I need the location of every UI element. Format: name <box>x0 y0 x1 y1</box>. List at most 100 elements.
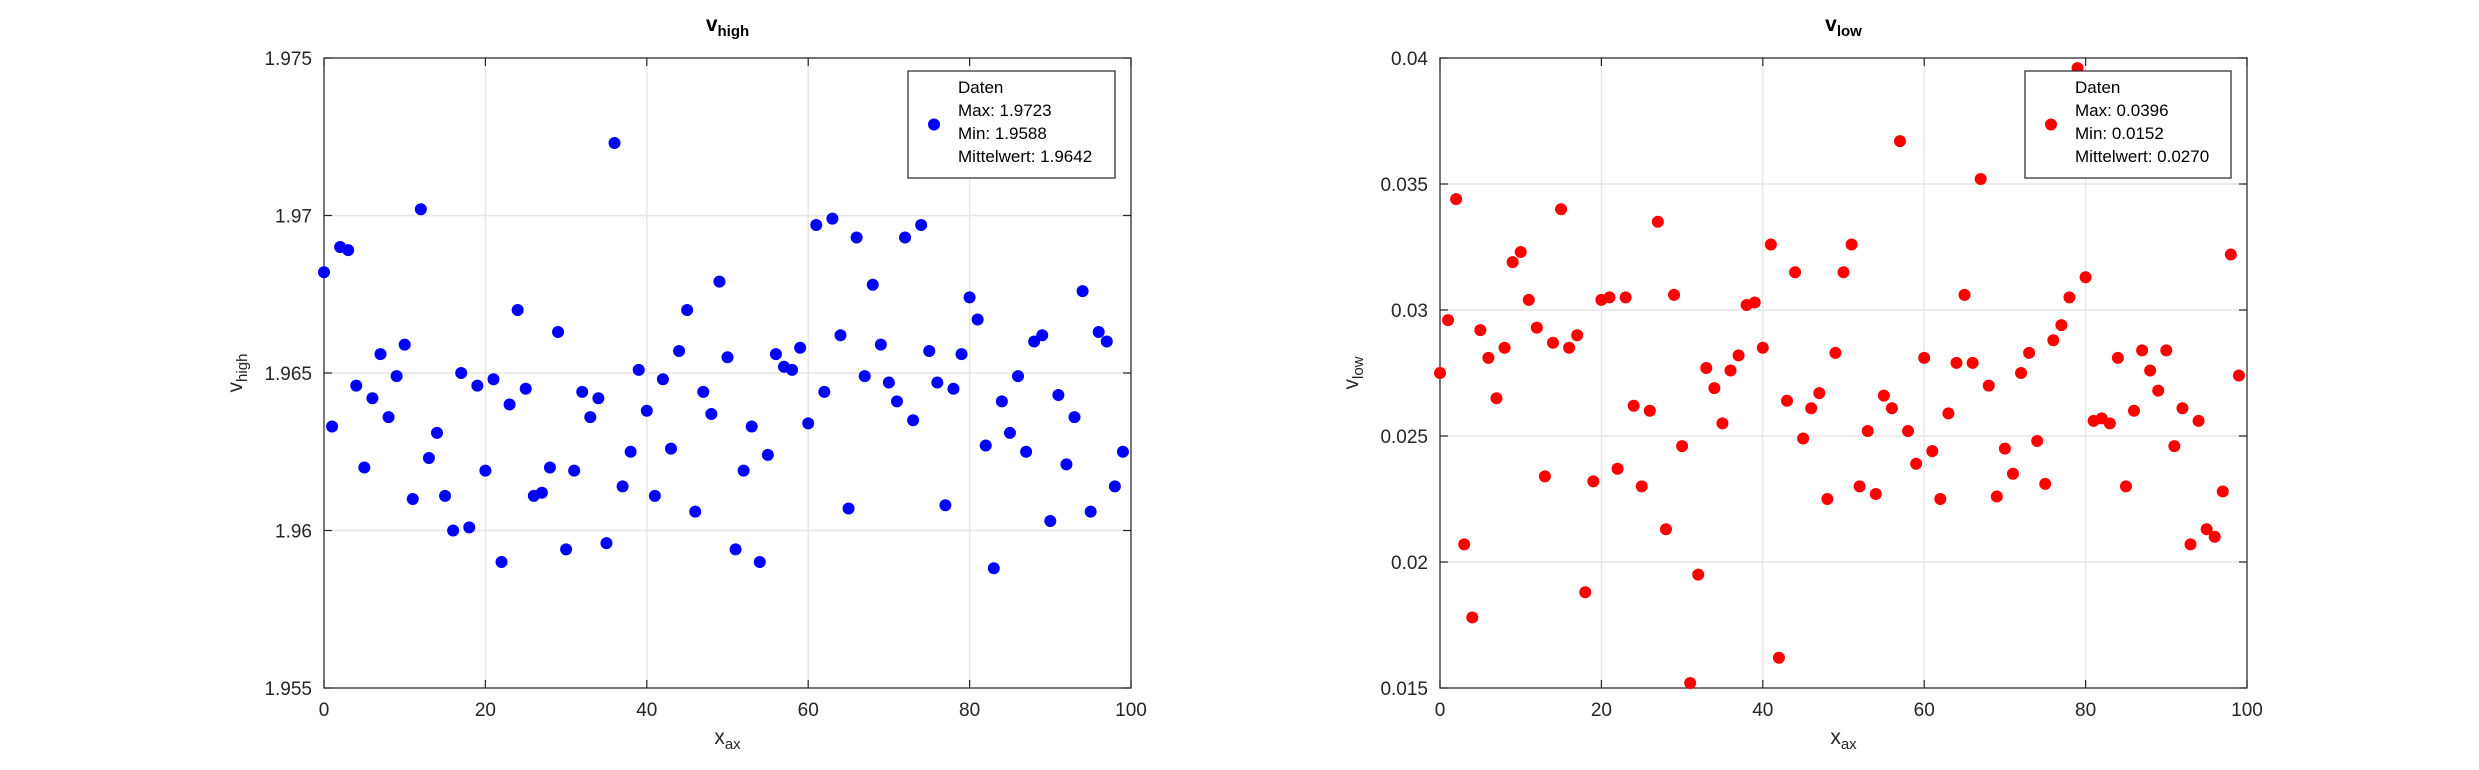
legend-line: Mittelwert: 0.0270 <box>2075 147 2209 166</box>
data-point <box>818 385 831 398</box>
x-axis-label-subscript: ax <box>1841 736 1857 753</box>
data-point <box>584 411 597 424</box>
data-point <box>713 275 726 288</box>
data-point <box>1716 417 1729 430</box>
data-point <box>406 493 419 505</box>
data-point <box>1627 399 1640 412</box>
data-point <box>1885 402 1898 415</box>
data-point <box>318 266 330 279</box>
data-point <box>995 395 1008 408</box>
data-point <box>1546 336 1559 349</box>
data-point <box>1036 329 1049 342</box>
y-axis-label-main: v <box>1340 379 1363 390</box>
data-point <box>2216 485 2229 498</box>
data-point <box>1974 172 1987 185</box>
y-tick-label: 0.03 <box>1391 301 1428 322</box>
data-point <box>447 524 460 537</box>
legend-box <box>2024 70 2232 179</box>
chart-title: vlow <box>1825 13 1862 40</box>
data-point <box>1853 480 1866 493</box>
data-point <box>1821 493 1834 505</box>
x-tick-label: 60 <box>798 700 819 721</box>
data-point <box>1506 256 1519 269</box>
x-axis-label: xax <box>1830 726 1857 753</box>
data-point <box>2006 467 2019 480</box>
data-point <box>810 218 823 231</box>
x-tick-label: 0 <box>1435 700 1446 721</box>
data-point <box>745 420 758 433</box>
data-point <box>1466 611 1479 624</box>
data-point <box>1020 445 1033 458</box>
data-point <box>826 212 839 225</box>
data-point <box>1748 296 1761 309</box>
x-axis-label-main: x <box>714 726 725 749</box>
data-point <box>543 461 556 474</box>
data-point <box>1108 480 1121 493</box>
data-point <box>1563 341 1576 354</box>
y-tick-label: 1.955 <box>264 679 312 700</box>
data-point <box>366 392 379 405</box>
data-point <box>1060 458 1073 471</box>
legend-marker <box>928 118 940 131</box>
data-point <box>463 521 476 534</box>
data-point <box>1579 586 1592 599</box>
data-point <box>455 367 468 379</box>
y-axis-label-subscript: high <box>234 354 251 382</box>
data-point <box>915 218 928 231</box>
data-point <box>697 385 710 398</box>
legend-line: Daten <box>2075 78 2120 97</box>
data-point <box>1829 346 1842 359</box>
data-point <box>560 543 573 556</box>
legend: Daten Max: 1.9723 Min: 1.9588 Mittelwert: 1… <box>907 70 1116 179</box>
legend-line: Daten <box>958 78 1003 97</box>
data-point <box>1966 356 1979 369</box>
data-point <box>1845 238 1858 251</box>
chart-title-main: v <box>706 13 718 36</box>
data-point <box>350 379 363 392</box>
data-point <box>535 486 548 499</box>
data-point <box>2047 334 2060 347</box>
data-point <box>656 373 669 386</box>
data-point <box>479 464 492 477</box>
data-point <box>1789 266 1802 279</box>
data-point <box>907 414 920 427</box>
data-point <box>600 537 613 550</box>
data-point <box>2128 404 2141 417</box>
data-point <box>786 363 799 376</box>
legend-line: Mittelwert: 1.9642 <box>958 147 1092 166</box>
data-point <box>882 376 895 389</box>
data-point <box>939 499 952 512</box>
data-point <box>1555 203 1568 216</box>
data-point <box>1012 370 1025 383</box>
data-point <box>1700 361 1713 374</box>
y-axis-label: vhigh <box>224 354 251 393</box>
data-point <box>1942 407 1955 420</box>
legend-line: Min: 0.0152 <box>2075 124 2164 143</box>
chart-title-main: v <box>1825 13 1837 36</box>
data-point <box>1756 341 1769 354</box>
y-tick-label: 0.035 <box>1380 175 1428 196</box>
data-point <box>987 562 1000 575</box>
data-point <box>608 137 621 150</box>
data-point <box>326 420 339 433</box>
y-axis-label-main: v <box>224 381 247 392</box>
data-point <box>979 439 992 452</box>
data-point <box>1651 215 1664 228</box>
data-point <box>1044 515 1057 528</box>
data-point <box>705 407 718 420</box>
data-point <box>616 480 629 493</box>
data-point <box>1998 442 2011 455</box>
data-point <box>2111 351 2124 364</box>
data-point <box>648 489 661 502</box>
legend-box <box>907 70 1116 179</box>
data-point <box>1571 329 1584 342</box>
x-axis-label: xax <box>714 726 741 753</box>
data-point <box>1910 457 1923 470</box>
data-point <box>1028 335 1041 348</box>
y-axis-label: vlow <box>1340 356 1367 389</box>
data-point <box>1764 238 1777 251</box>
data-point <box>1813 387 1826 400</box>
data-point <box>1442 314 1455 327</box>
data-point <box>673 344 686 357</box>
